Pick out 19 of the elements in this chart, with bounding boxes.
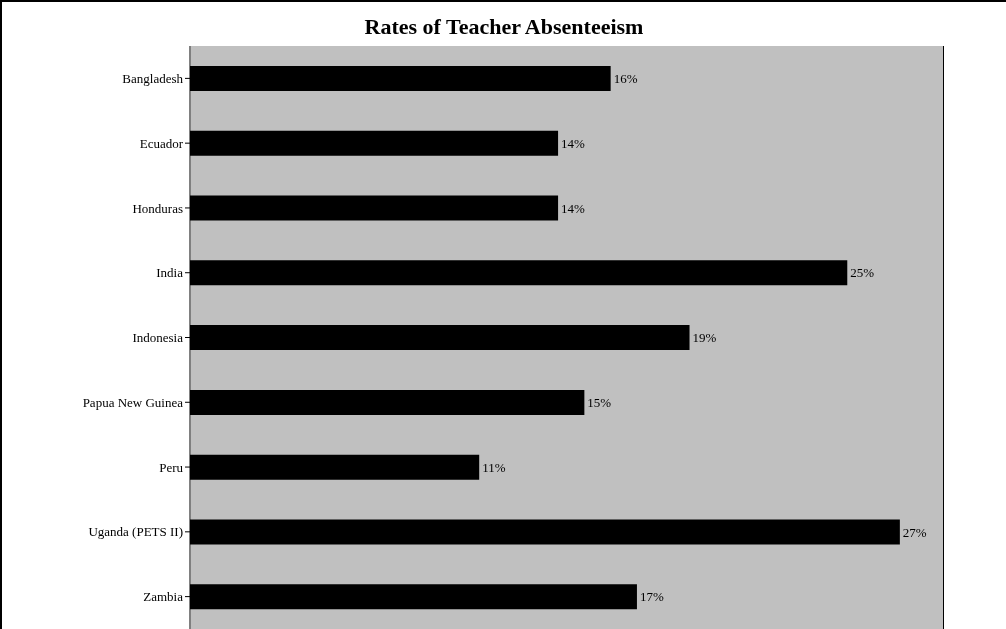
- y-tick-label: Papua New Guinea: [82, 394, 184, 410]
- y-tick-label: Ecuador: [139, 135, 184, 151]
- data-label: 17%: [639, 589, 664, 605]
- y-tick-label: India: [156, 265, 184, 281]
- y-tick-label: Bangladesh: [122, 71, 184, 86]
- data-label: 11%: [482, 459, 506, 475]
- data-label: 16%: [613, 71, 638, 87]
- data-label: 19%: [692, 330, 717, 346]
- y-tick-label: Peru: [159, 459, 184, 475]
- y-tick-label: Uganda (PETS II): [88, 524, 183, 540]
- data-label: 27%: [902, 524, 927, 540]
- data-label: 15%: [587, 395, 612, 410]
- data-label: 14%: [561, 135, 586, 151]
- y-tick-label: Indonesia: [132, 330, 184, 346]
- y-tick-label: Zambia: [143, 589, 184, 605]
- chart-title: Rates of Teacher Absenteeism: [363, 14, 645, 40]
- data-label: 14%: [561, 200, 586, 216]
- data-label: 25%: [850, 265, 875, 281]
- y-tick-label: Honduras: [132, 200, 183, 216]
